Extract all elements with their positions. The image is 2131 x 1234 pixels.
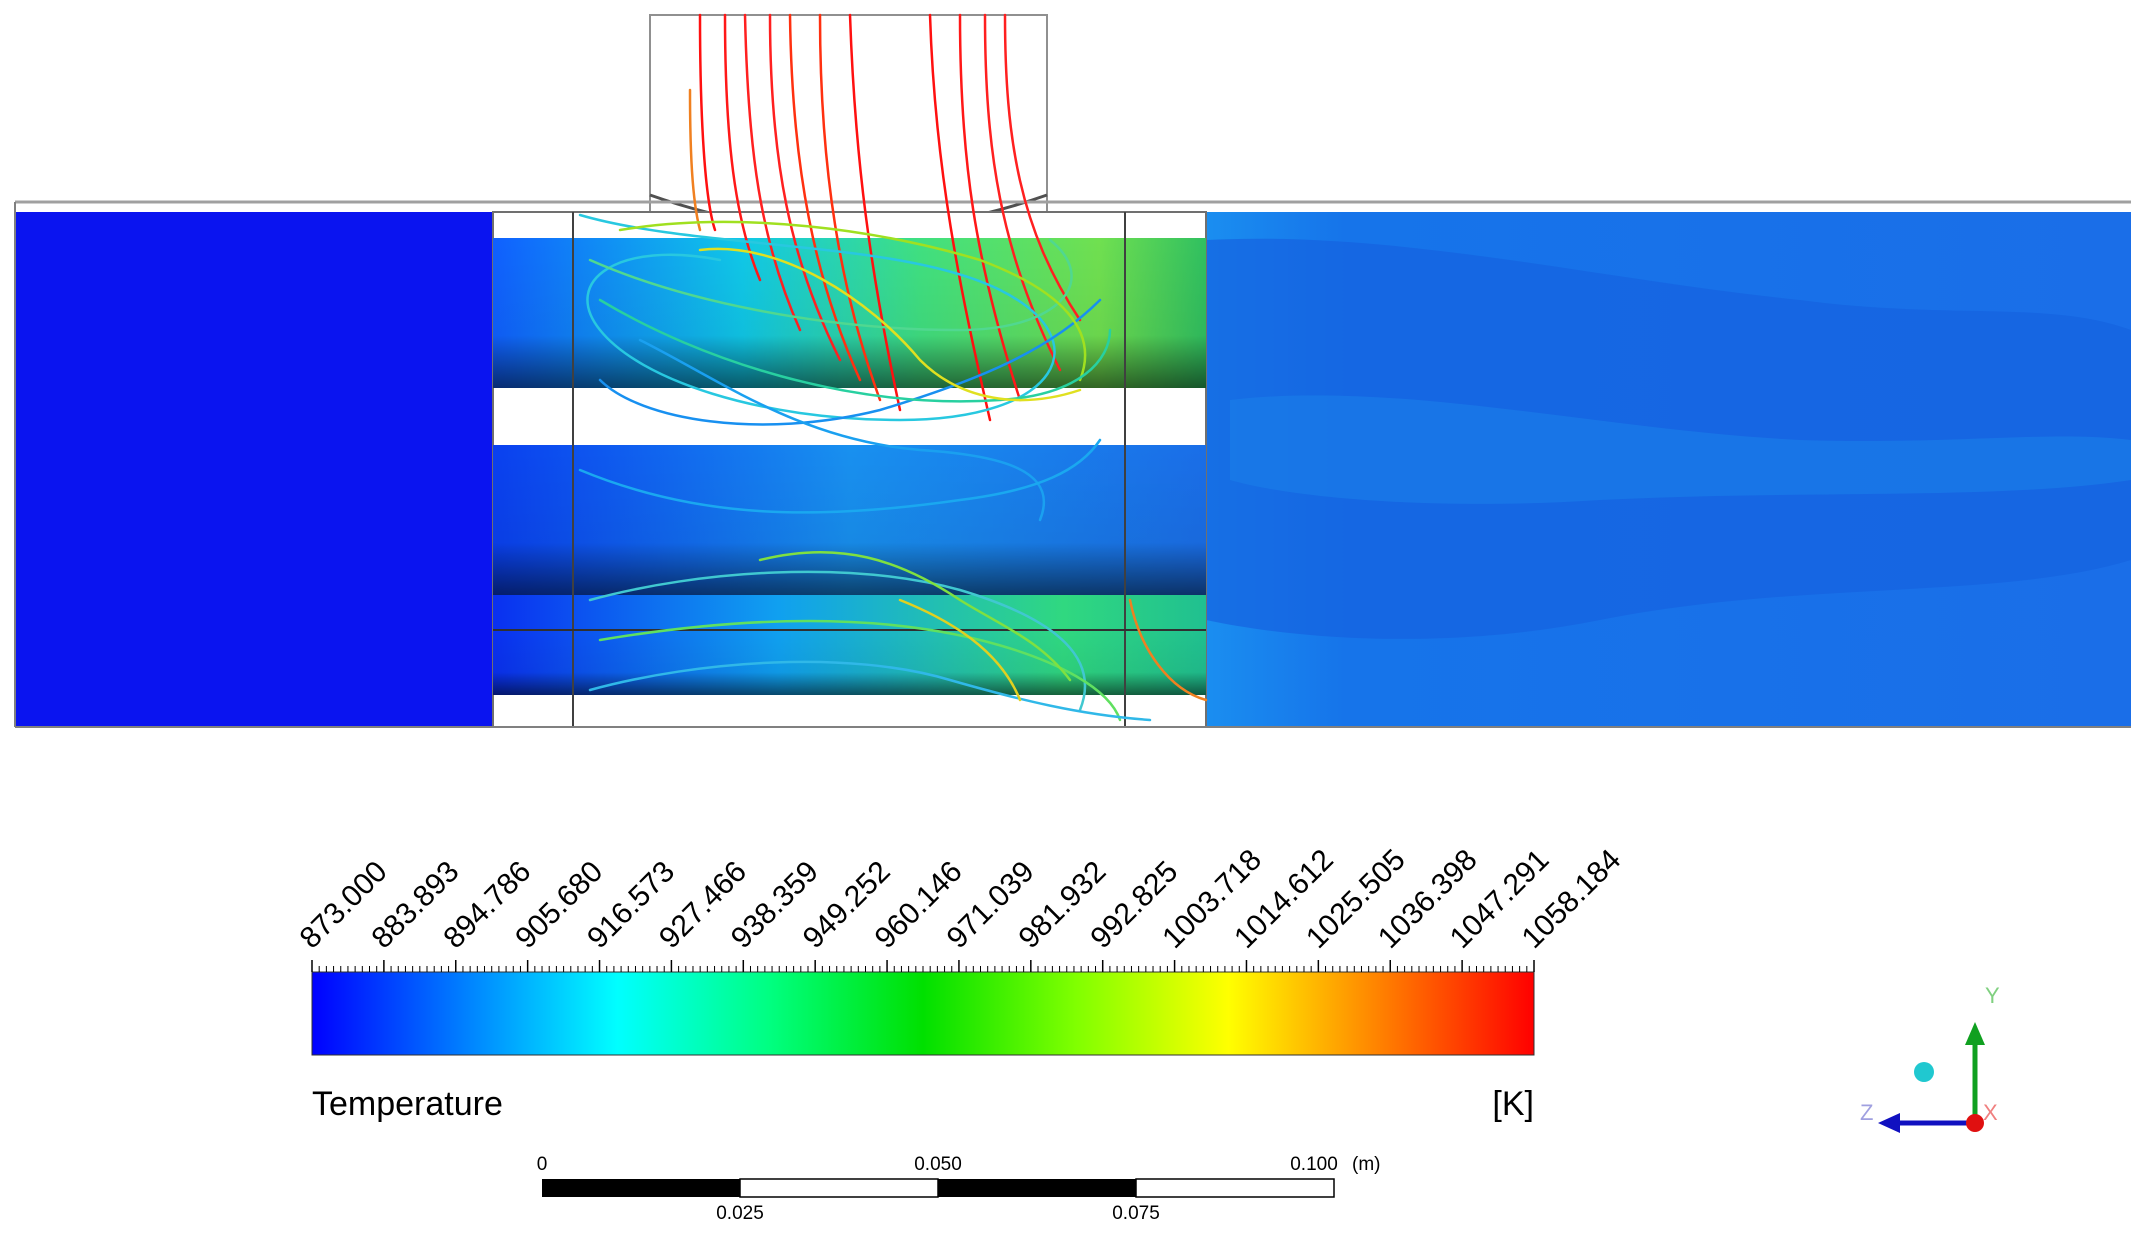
main-duct — [14, 200, 2131, 728]
streamlines — [578, 13, 1208, 722]
jet-streamline — [983, 13, 1062, 372]
vortex-streamline — [758, 550, 1072, 682]
legend-unit-label: [K] — [1492, 1085, 1534, 1123]
vortex-streamline — [638, 338, 1046, 522]
vortex-streamline — [578, 438, 1102, 514]
scale-segment — [542, 1179, 740, 1197]
jet-streamline — [743, 13, 802, 332]
legend-ticks — [311, 960, 1535, 972]
scale-segment — [1135, 1178, 1335, 1198]
scale-segment — [938, 1179, 1136, 1197]
downstream-flow-contour-2 — [1230, 395, 2131, 504]
jet-streamline — [848, 13, 902, 412]
scale-label-025: 0.025 — [716, 1203, 764, 1224]
vortex-streamline — [1128, 598, 1208, 702]
legend-variable-label: Temperature — [312, 1085, 503, 1123]
scale-label-0: 0 — [537, 1154, 548, 1175]
scale-bar: 0 0.050 0.100 (m) 0.025 0.075 — [537, 1154, 1381, 1224]
vortex-streamline — [598, 298, 1112, 403]
x-axis-dot — [1966, 1114, 1984, 1132]
scale-label-075: 0.075 — [1112, 1203, 1160, 1224]
x-axis-label: X — [1983, 1100, 1998, 1125]
inlet-pipe — [649, 14, 1048, 232]
z-axis-label: Z — [1860, 1100, 1873, 1125]
tube-row-3 — [493, 595, 1206, 630]
upstream-region — [15, 212, 493, 727]
scale-label-050: 0.050 — [914, 1154, 962, 1175]
jet-streamline — [688, 88, 702, 232]
vortex-streamline — [578, 213, 1056, 422]
jet-streamline — [958, 13, 1022, 402]
vortex-streamline — [588, 238, 1073, 332]
y-axis-label: Y — [1985, 983, 2000, 1008]
vortex-streamline — [588, 660, 1152, 722]
jet-streamline — [928, 13, 992, 422]
jet-streamline — [788, 13, 862, 382]
color-legend: 873.000883.893894.786905.680916.573927.4… — [294, 843, 1628, 1123]
jet-streamline — [723, 13, 762, 282]
inlet-pipe-outline — [649, 14, 1048, 221]
legend-color-bar — [311, 971, 1535, 1056]
scale-unit: (m) — [1352, 1154, 1380, 1175]
axis-triad[interactable]: Y Z X — [1860, 983, 2000, 1133]
jet-streamline — [698, 13, 717, 232]
vortex-streamline — [598, 298, 1102, 426]
vortex-streamline — [698, 247, 1082, 402]
rotation-center-dot — [1914, 1062, 1934, 1082]
vortex-streamline — [598, 619, 1122, 722]
vortex-streamline — [898, 598, 1022, 702]
jet-streamline — [1003, 13, 1082, 322]
z-axis-arrowhead — [1878, 1113, 1900, 1133]
legend-tick-labels: 873.000883.893894.786905.680916.573927.4… — [294, 843, 1628, 955]
scale-label-100: 0.100 — [1290, 1154, 1338, 1175]
y-axis-arrowhead — [1965, 1022, 1985, 1045]
vortex-streamline — [618, 220, 1087, 382]
jet-streamline — [818, 13, 882, 402]
scale-segment — [739, 1178, 939, 1198]
